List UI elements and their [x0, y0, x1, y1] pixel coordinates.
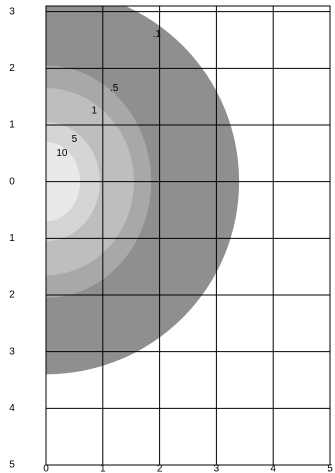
y-tick-label: 3	[9, 6, 15, 17]
x-tick-label: 4	[270, 464, 276, 473]
x-tick-label: 5	[327, 464, 333, 473]
contour-label: .5	[110, 83, 119, 94]
x-tick-label: 2	[157, 464, 163, 473]
contour-label: 5	[72, 134, 78, 145]
y-tick-label: 3	[9, 346, 15, 357]
contour-label: 1	[91, 105, 97, 116]
y-tick-label: 1	[9, 233, 15, 244]
contour-label: .1	[153, 29, 162, 40]
contour-label: 10	[56, 148, 68, 159]
plot-frame	[45, 5, 331, 466]
y-tick-label: 2	[9, 290, 15, 301]
x-tick-label: 1	[100, 464, 106, 473]
y-tick-label: 0	[9, 176, 15, 187]
y-tick-label: 1	[9, 120, 15, 131]
y-tick-label: 5	[9, 460, 15, 471]
x-tick-label: 0	[43, 464, 49, 473]
y-tick-label: 2	[9, 63, 15, 74]
y-tick-label: 4	[9, 403, 15, 414]
contour-group	[46, 6, 239, 375]
x-tick-label: 3	[214, 464, 220, 473]
